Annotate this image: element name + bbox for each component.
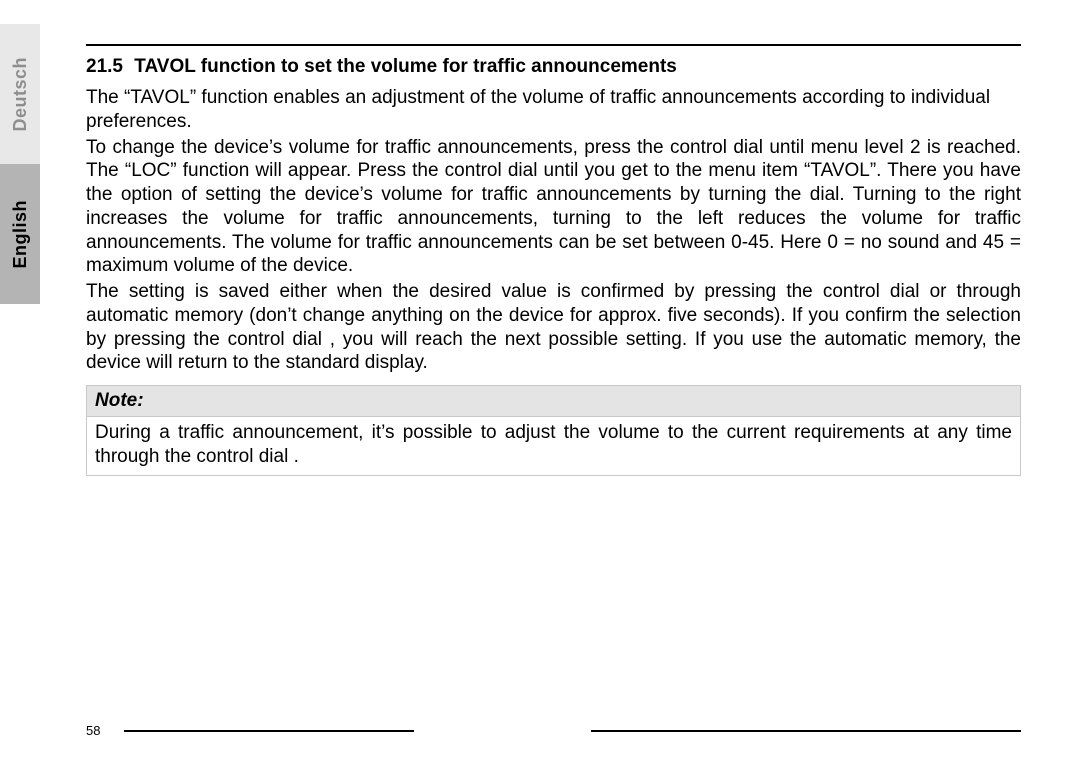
footer-divider-left: [124, 730, 414, 732]
footer-divider-right: [591, 730, 1021, 732]
language-tab-deutsch[interactable]: Deutsch: [0, 24, 40, 164]
page-content: 21.5 TAVOL function to set the volume fo…: [86, 56, 1021, 476]
language-tab-label: Deutsch: [10, 57, 31, 132]
manual-page: Deutsch English 21.5 TAVOL function to s…: [0, 0, 1080, 762]
top-divider: [86, 44, 1021, 46]
language-tab-english[interactable]: English: [0, 164, 40, 304]
note-label: Note:: [87, 386, 1020, 417]
language-tab-label: English: [10, 200, 31, 269]
language-tabs: Deutsch English: [0, 0, 40, 762]
paragraph: To change the device’s volume for traffi…: [86, 136, 1021, 279]
section-number: 21.5: [86, 56, 123, 77]
section-title: TAVOL function to set the volume for tra…: [134, 56, 677, 77]
note-body: During a traffic announcement, it’s poss…: [87, 417, 1020, 475]
page-footer: 58: [86, 718, 1021, 738]
section-heading: 21.5 TAVOL function to set the volume fo…: [86, 56, 1021, 78]
paragraph: The “TAVOL” function enables an adjustme…: [86, 86, 1021, 134]
page-number: 58: [86, 723, 100, 738]
note-box: Note: During a traffic announcement, it’…: [86, 385, 1021, 476]
paragraph: The setting is saved either when the des…: [86, 280, 1021, 375]
